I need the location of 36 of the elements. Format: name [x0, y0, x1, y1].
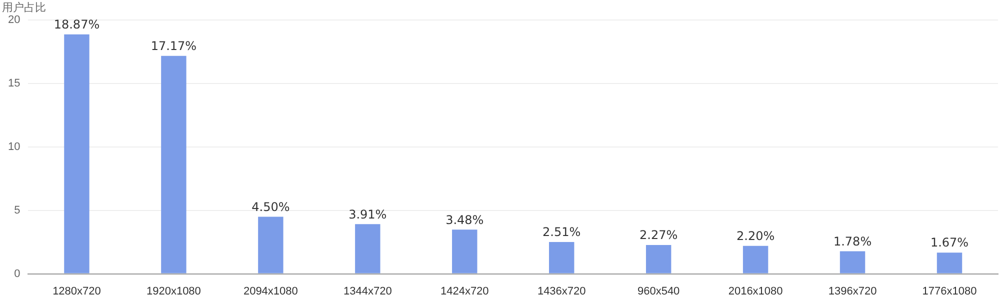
- data-label: 2.27%: [640, 228, 678, 242]
- x-tick-label: 1776x1080: [922, 285, 977, 298]
- bar: [452, 230, 478, 274]
- x-tick-label: 960x540: [637, 285, 680, 298]
- y-tick-label: 0: [14, 268, 20, 280]
- y-axis-title: 用户占比: [2, 0, 46, 15]
- x-tick-label: 1436x720: [537, 285, 586, 298]
- data-label: 1.78%: [833, 234, 872, 248]
- y-tick-label: 10: [8, 140, 20, 153]
- y-tick-label: 5: [14, 204, 20, 216]
- bar: [742, 246, 768, 274]
- x-tick-label: 1424x720: [440, 285, 489, 298]
- bar: [840, 251, 866, 274]
- bar: [936, 252, 962, 274]
- data-label: 3.48%: [446, 212, 484, 227]
- bar: [549, 242, 574, 274]
- x-tick-label: 1344x720: [343, 285, 392, 298]
- bar: [64, 34, 90, 274]
- x-tick-label: 1280x720: [52, 285, 101, 298]
- y-tick-label: 15: [8, 77, 20, 90]
- bar: [646, 244, 672, 274]
- y-tick-label: 20: [8, 14, 20, 26]
- data-label: 17.17%: [150, 39, 197, 54]
- x-tick-label: 2094x1080: [243, 285, 298, 298]
- data-label: 2.20%: [736, 229, 775, 244]
- data-label: 1.67%: [930, 236, 969, 250]
- data-label: 18.87%: [54, 17, 100, 32]
- x-tick-label: 1920x1080: [146, 285, 201, 298]
- data-label: 3.91%: [348, 207, 387, 222]
- x-tick-label: 2016x1080: [728, 285, 783, 298]
- bar: [161, 56, 186, 274]
- data-label: 2.51%: [542, 225, 581, 240]
- bar: [355, 224, 380, 274]
- data-label: 4.50%: [252, 200, 290, 214]
- x-tick-label: 1396x720: [828, 285, 877, 298]
- bar: [258, 216, 284, 274]
